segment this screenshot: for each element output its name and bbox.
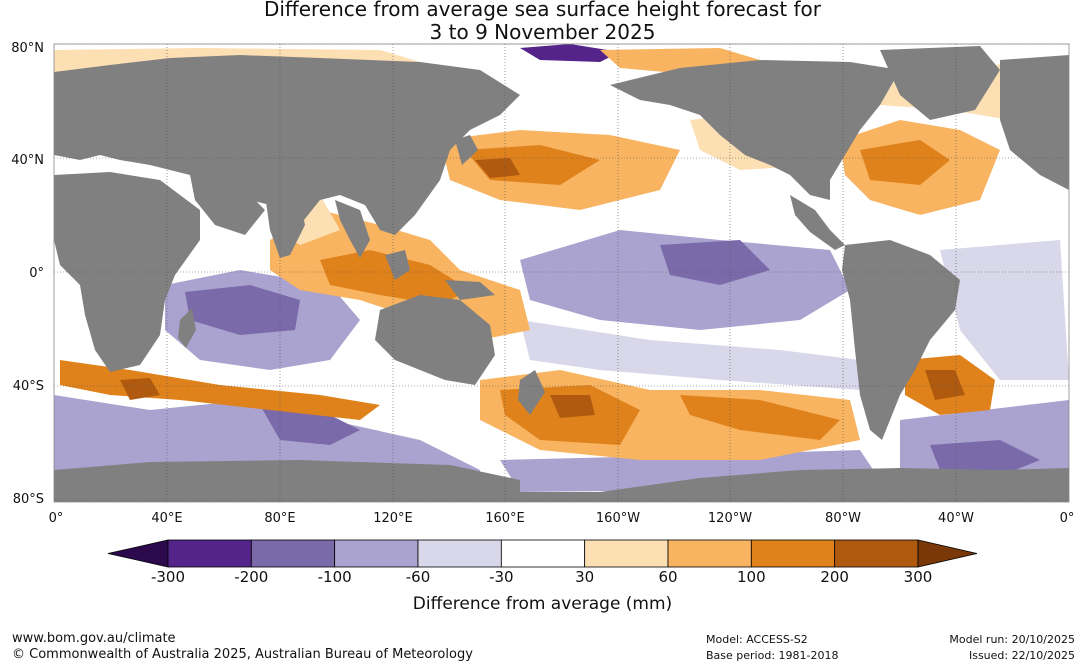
colorbar-arrow-high	[917, 539, 978, 568]
anomaly-neg-south-pacific	[520, 320, 860, 390]
title-line-2: 3 to 9 November 2025	[429, 20, 656, 44]
landmasses	[54, 46, 1069, 502]
colorbar-tick-label: -200	[234, 568, 269, 586]
colorbar-segment	[167, 539, 252, 568]
lon-label-80e: 80°E	[264, 511, 295, 526]
colorbar-tick-label: 60	[658, 568, 678, 586]
anomaly-field	[54, 44, 1069, 495]
land-south-america	[842, 240, 960, 440]
anomaly-neg-indian-core	[185, 285, 300, 335]
colorbar-segment	[417, 539, 502, 568]
anomaly-neg-southern-ocean-core	[260, 405, 360, 445]
lon-label-0-left: 0°	[49, 511, 64, 526]
footer-copyright: © Commonwealth of Australia 2025, Austra…	[12, 647, 473, 662]
colorbar-segment	[834, 539, 919, 568]
colorbar-tick-label: 200	[820, 568, 849, 586]
footer-issued: Issued: 22/10/2025	[968, 649, 1075, 662]
land-japan	[455, 135, 478, 165]
lat-labels: 80°N 40°N 0° 40°S 80°S	[11, 41, 44, 507]
land-north-america	[610, 60, 900, 200]
colorbar-tick-label: 100	[737, 568, 766, 586]
lon-label-120w: 120°W	[708, 511, 752, 526]
lon-label-80w: 80°W	[825, 511, 861, 526]
lon-label-0-right: 0°	[1060, 511, 1075, 526]
colorbar-segment	[584, 539, 669, 568]
land-southeast-asia	[335, 200, 370, 258]
land-greenland	[880, 46, 1000, 120]
colorbar-segment	[250, 539, 336, 568]
lat-label-40n: 40°N	[11, 153, 44, 168]
lon-label-160w: 160°W	[596, 511, 640, 526]
colorbar-segment	[334, 539, 419, 568]
colorbar-title: Difference from average (mm)	[412, 594, 673, 614]
anomaly-pos-kuroshio-peak	[475, 158, 520, 178]
footer-url[interactable]: www.bom.gov.au/climate	[12, 631, 176, 646]
colorbar-segment	[500, 539, 586, 568]
anomaly-pos-brazil-peak	[925, 370, 965, 400]
colorbar-segment	[750, 539, 836, 568]
colorbar-tick-label: -300	[150, 568, 186, 586]
anomaly-neg-pacific-equatorial	[520, 230, 850, 330]
land-antarctica	[54, 460, 1069, 502]
anomaly-neg-atlantic-tropical	[940, 240, 1069, 380]
colorbar-arrow-low	[107, 539, 169, 568]
land-india	[265, 195, 305, 258]
land-borneo	[385, 250, 410, 280]
lat-label-40s: 40°S	[13, 379, 44, 394]
lon-label-160e: 160°E	[485, 511, 525, 526]
colorbar-tick-label: 300	[903, 568, 933, 586]
colorbar-tick-label: -100	[317, 568, 352, 586]
land-europe-west	[1000, 55, 1069, 190]
colorbar-tick-label: -60	[405, 568, 431, 586]
land-arabia	[190, 175, 265, 235]
land-australia	[375, 295, 495, 385]
footer-model-run: Model run: 20/10/2025	[949, 633, 1075, 646]
land-central-america	[790, 195, 845, 250]
lon-labels: 0° 40°E 80°E 120°E 160°E 160°W 120°W 80°…	[49, 511, 1075, 526]
anomaly-neg-arctic	[520, 44, 620, 62]
lon-label-40w: 40°W	[938, 511, 974, 526]
footer-model: Model: ACCESS-S2	[706, 633, 808, 646]
colorbar-segment	[667, 539, 752, 568]
colorbar-tick-label: -30	[489, 568, 514, 586]
anomaly-pos-southern-band	[60, 360, 380, 420]
title-line-1: Difference from average sea surface heig…	[263, 0, 822, 21]
lon-label-120e: 120°E	[373, 511, 413, 526]
anomaly-pos-southern-band-2	[680, 395, 840, 440]
land-new-zealand	[518, 370, 545, 415]
lat-label-0: 0°	[29, 266, 44, 281]
lon-label-40e: 40°E	[151, 511, 182, 526]
anomaly-pos-agulhas	[120, 378, 160, 400]
land-new-guinea	[445, 280, 495, 300]
colorbar-tick-label: 30	[575, 568, 595, 586]
land-madagascar	[178, 308, 196, 348]
anomaly-pos-south-pacific-peak	[550, 395, 595, 418]
lat-label-80n: 80°N	[11, 41, 44, 56]
land-europe-asia	[54, 55, 520, 235]
anomaly-pos-gulf-stream-core	[860, 140, 950, 185]
chart-title: Difference from average sea surface heig…	[0, 0, 1085, 44]
footer-base-period: Base period: 1981-2018	[706, 649, 839, 662]
map-frame	[53, 43, 1070, 503]
colorbar	[107, 539, 978, 568]
lat-label-80s: 80°S	[13, 492, 44, 507]
anomaly-neg-pacific-core	[660, 240, 770, 285]
